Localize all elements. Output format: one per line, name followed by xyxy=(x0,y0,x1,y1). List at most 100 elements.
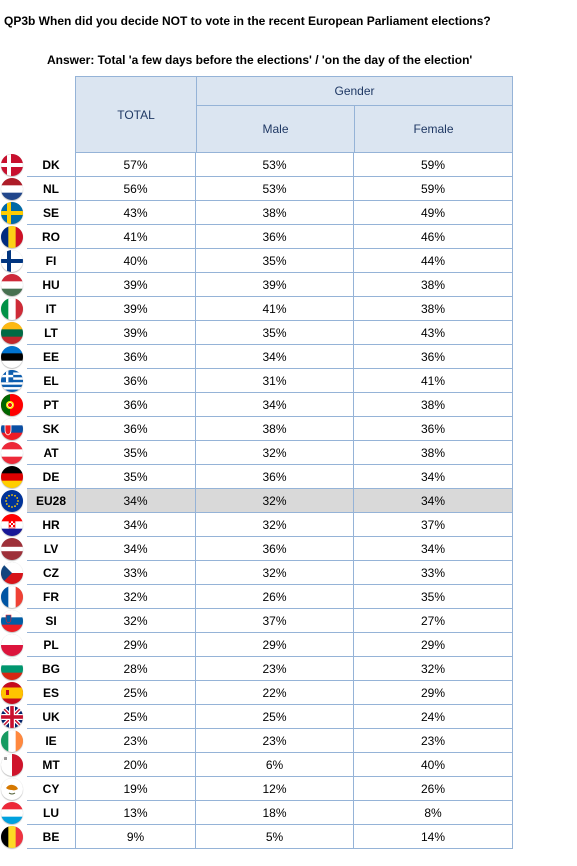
male-value: 25% xyxy=(196,705,354,729)
total-value: 34% xyxy=(75,513,196,537)
se-flag-icon xyxy=(1,202,23,224)
total-value: 36% xyxy=(75,369,196,393)
total-value: 29% xyxy=(75,633,196,657)
table-row: EL 36% 31% 41% xyxy=(0,369,577,393)
total-value: 23% xyxy=(75,729,196,753)
total-value: 39% xyxy=(75,321,196,345)
si-flag-icon xyxy=(1,610,23,632)
country-code: CZ xyxy=(27,561,75,585)
pl-flag-icon xyxy=(1,634,23,656)
male-value: 23% xyxy=(196,657,354,681)
female-value: 37% xyxy=(354,513,513,537)
total-value: 41% xyxy=(75,225,196,249)
male-value: 18% xyxy=(196,801,354,825)
total-value: 35% xyxy=(75,465,196,489)
total-value: 43% xyxy=(75,201,196,225)
male-value: 6% xyxy=(196,753,354,777)
female-value: 29% xyxy=(354,633,513,657)
female-value: 59% xyxy=(354,177,513,201)
table-row: EU28 34% 32% 34% xyxy=(0,489,577,513)
lv-flag-icon xyxy=(1,538,23,560)
table-row: IE 23% 23% 23% xyxy=(0,729,577,753)
cy-flag-icon xyxy=(1,778,23,800)
total-value: 36% xyxy=(75,393,196,417)
header-total-label: TOTAL xyxy=(117,107,155,122)
table-row: IT 39% 41% 38% xyxy=(0,297,577,321)
female-value: 36% xyxy=(354,417,513,441)
country-code: BG xyxy=(27,657,75,681)
female-value: 23% xyxy=(354,729,513,753)
male-value: 23% xyxy=(196,729,354,753)
table-row: DK 57% 53% 59% xyxy=(0,153,577,177)
ro-flag-icon xyxy=(1,226,23,248)
table-row: FR 32% 26% 35% xyxy=(0,585,577,609)
female-value: 34% xyxy=(354,537,513,561)
answer-subtitle: Answer: Total 'a few days before the ele… xyxy=(47,53,473,67)
table-row: SE 43% 38% 49% xyxy=(0,201,577,225)
country-code: SE xyxy=(27,201,75,225)
table-row: LV 34% 36% 34% xyxy=(0,537,577,561)
table-row: NL 56% 53% 59% xyxy=(0,177,577,201)
header-male: Male xyxy=(196,105,355,153)
sk-flag-icon xyxy=(1,418,23,440)
male-value: 41% xyxy=(196,297,354,321)
results-table: DK 57% 53% 59% NL 56% 53% 59% SE 43% 38% 49% RO 41% 36… xyxy=(0,153,577,849)
total-value: 39% xyxy=(75,273,196,297)
table-row: AT 35% 32% 38% xyxy=(0,441,577,465)
country-code: FR xyxy=(27,585,75,609)
hu-flag-icon xyxy=(1,274,23,296)
lt-flag-icon xyxy=(1,322,23,344)
table-row: RO 41% 36% 46% xyxy=(0,225,577,249)
total-value: 13% xyxy=(75,801,196,825)
female-value: 40% xyxy=(354,753,513,777)
table-row: UK 25% 25% 24% xyxy=(0,705,577,729)
male-value: 39% xyxy=(196,273,354,297)
page-title: QP3b When did you decide NOT to vote in … xyxy=(4,14,491,28)
bg-flag-icon xyxy=(1,658,23,680)
country-code: LU xyxy=(27,801,75,825)
de-flag-icon xyxy=(1,466,23,488)
table-row: SK 36% 38% 36% xyxy=(0,417,577,441)
uk-flag-icon xyxy=(1,706,23,728)
country-code: UK xyxy=(27,705,75,729)
male-value: 37% xyxy=(196,609,354,633)
male-value: 35% xyxy=(196,321,354,345)
country-code: IT xyxy=(27,297,75,321)
table-row: BE 9% 5% 14% xyxy=(0,825,577,849)
es-flag-icon xyxy=(1,682,23,704)
table-row: LT 39% 35% 43% xyxy=(0,321,577,345)
male-value: 36% xyxy=(196,537,354,561)
eu-flag-icon xyxy=(1,490,23,512)
male-value: 32% xyxy=(196,489,354,513)
male-value: 53% xyxy=(196,177,354,201)
table-row: BG 28% 23% 32% xyxy=(0,657,577,681)
female-value: 41% xyxy=(354,369,513,393)
table-row: CZ 33% 32% 33% xyxy=(0,561,577,585)
female-value: 44% xyxy=(354,249,513,273)
table-row: PL 29% 29% 29% xyxy=(0,633,577,657)
hr-flag-icon xyxy=(1,514,23,536)
male-value: 29% xyxy=(196,633,354,657)
male-value: 31% xyxy=(196,369,354,393)
table-row: HR 34% 32% 37% xyxy=(0,513,577,537)
female-value: 34% xyxy=(354,489,513,513)
it-flag-icon xyxy=(1,298,23,320)
male-value: 36% xyxy=(196,225,354,249)
female-value: 32% xyxy=(354,657,513,681)
table-row: PT 36% 34% 38% xyxy=(0,393,577,417)
table-row: MT 20% 6% 40% xyxy=(0,753,577,777)
dk-flag-icon xyxy=(1,154,23,176)
nl-flag-icon xyxy=(1,178,23,200)
cz-flag-icon xyxy=(1,562,23,584)
header-male-label: Male xyxy=(262,122,289,136)
male-value: 36% xyxy=(196,465,354,489)
table-row: SI 32% 37% 27% xyxy=(0,609,577,633)
total-value: 36% xyxy=(75,417,196,441)
country-code: RO xyxy=(27,225,75,249)
total-value: 25% xyxy=(75,681,196,705)
total-value: 56% xyxy=(75,177,196,201)
header-gender: Gender xyxy=(196,76,513,106)
total-value: 33% xyxy=(75,561,196,585)
male-value: 26% xyxy=(196,585,354,609)
female-value: 38% xyxy=(354,393,513,417)
